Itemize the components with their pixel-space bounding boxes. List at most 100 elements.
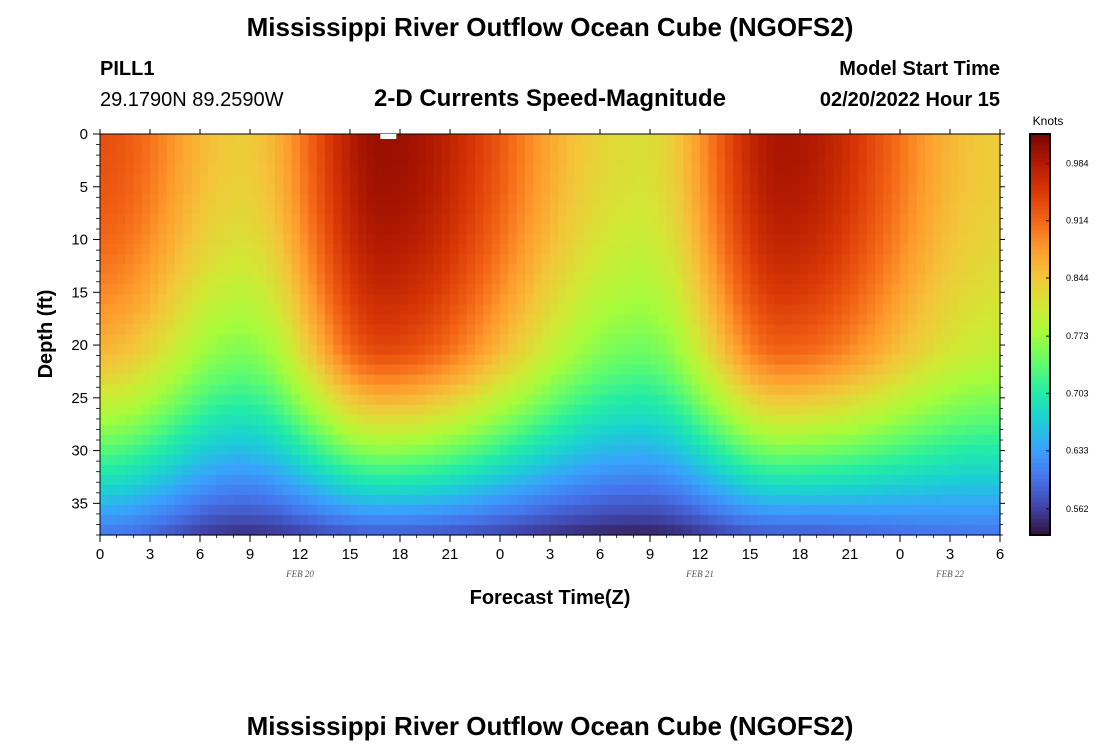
heatmap-cell: [108, 334, 118, 346]
heatmap-cell: [933, 454, 943, 466]
heatmap-cell: [633, 234, 643, 245]
heatmap-cell: [116, 454, 126, 466]
heatmap-cell: [850, 234, 859, 245]
heatmap-cell: [658, 404, 668, 416]
heatmap-cell: [633, 264, 643, 275]
heatmap-cell: [358, 154, 368, 165]
heatmap-cell: [358, 184, 368, 195]
heatmap-cell: [675, 244, 684, 255]
heatmap-cell: [158, 214, 168, 225]
heatmap-cell: [566, 134, 576, 145]
heatmap-cell: [625, 524, 634, 536]
heatmap-cell: [791, 504, 801, 516]
heatmap-cell: [675, 284, 684, 296]
heatmap-cell: [675, 314, 684, 326]
heatmap-cell: [441, 504, 451, 516]
heatmap-cell: [600, 234, 609, 245]
heatmap-cell: [683, 274, 693, 285]
x-tick-label: 12: [692, 546, 709, 563]
heatmap-cell: [191, 244, 201, 255]
heatmap-cell: [383, 254, 393, 265]
heatmap-cell: [158, 414, 168, 426]
heatmap-cell: [875, 414, 884, 426]
heatmap-cell: [641, 204, 651, 215]
heatmap-cell: [708, 334, 718, 346]
heatmap-cell: [225, 254, 234, 265]
heatmap-cell: [508, 464, 518, 476]
heatmap-cell: [325, 174, 334, 185]
heatmap-cell: [358, 324, 368, 336]
heatmap-cell: [408, 274, 418, 285]
heatmap-cell: [550, 484, 559, 496]
heatmap-cell: [950, 524, 959, 536]
heatmap-cell: [475, 474, 484, 486]
heatmap-cell: [100, 394, 109, 406]
heatmap-cell: [508, 254, 518, 265]
heatmap-cell: [208, 464, 218, 476]
heatmap-cell: [700, 364, 709, 376]
heatmap-cell: [483, 414, 493, 426]
heatmap-cell: [150, 364, 159, 376]
heatmap-cell: [900, 524, 909, 536]
heatmap-cell: [833, 314, 843, 326]
heatmap-cell: [258, 444, 268, 456]
heatmap-cell: [958, 374, 968, 386]
heatmap-cell: [883, 354, 893, 366]
heatmap-cell: [900, 214, 909, 225]
heatmap-cell: [558, 294, 568, 306]
heatmap-cell: [316, 214, 326, 225]
heatmap-cell: [933, 244, 943, 255]
heatmap-cell: [300, 274, 309, 285]
heatmap-cell: [658, 174, 668, 185]
heatmap-cell: [583, 484, 593, 496]
heatmap-cell: [391, 284, 401, 296]
heatmap-cell: [475, 254, 484, 265]
heatmap-cell: [725, 324, 734, 336]
heatmap-cell: [191, 344, 201, 356]
heatmap-cell: [608, 514, 618, 526]
heatmap-cell: [800, 294, 809, 306]
heatmap-cell: [241, 424, 251, 436]
heatmap-cell: [491, 314, 501, 326]
heatmap-cell: [708, 344, 718, 356]
heatmap-cell: [550, 424, 559, 436]
heatmap-cell: [808, 444, 818, 456]
heatmap-cell: [700, 464, 709, 476]
heatmap-cell: [616, 344, 626, 356]
heatmap-cell: [133, 304, 143, 316]
heatmap-cell: [516, 144, 526, 155]
heatmap-cell: [391, 314, 401, 326]
heatmap-cell: [258, 174, 268, 185]
heatmap-cell: [991, 384, 1001, 396]
colorbar-segment: [1030, 366, 1050, 372]
colorbar-tick-label: 0.562: [1066, 504, 1089, 514]
heatmap-cell: [375, 224, 384, 235]
heatmap-cell: [558, 514, 568, 526]
heatmap-cell: [266, 274, 276, 285]
heatmap-cell: [500, 474, 509, 486]
heatmap-cell: [116, 314, 126, 326]
heatmap-cell: [708, 294, 718, 306]
heatmap-cell: [433, 354, 443, 366]
heatmap-cell: [308, 304, 318, 316]
heatmap-cell: [325, 284, 334, 296]
heatmap-cell: [866, 404, 876, 416]
heatmap-cell: [716, 294, 726, 306]
heatmap-cell: [666, 264, 676, 275]
heatmap-cell: [233, 364, 243, 376]
heatmap-cell: [375, 254, 384, 265]
heatmap-cell: [966, 474, 976, 486]
heatmap-cell: [800, 344, 809, 356]
heatmap-cell: [741, 244, 751, 255]
heatmap-cell: [500, 144, 509, 155]
heatmap-cell: [225, 424, 234, 436]
heatmap-cell: [791, 474, 801, 486]
heatmap-cell: [291, 184, 301, 195]
heatmap-cell: [558, 504, 568, 516]
heatmap-cell: [475, 324, 484, 336]
heatmap-cell: [991, 444, 1001, 456]
heatmap-cell: [875, 494, 884, 506]
heatmap-cell: [758, 424, 768, 436]
heatmap-cell: [208, 494, 218, 506]
heatmap-cell: [866, 414, 876, 426]
